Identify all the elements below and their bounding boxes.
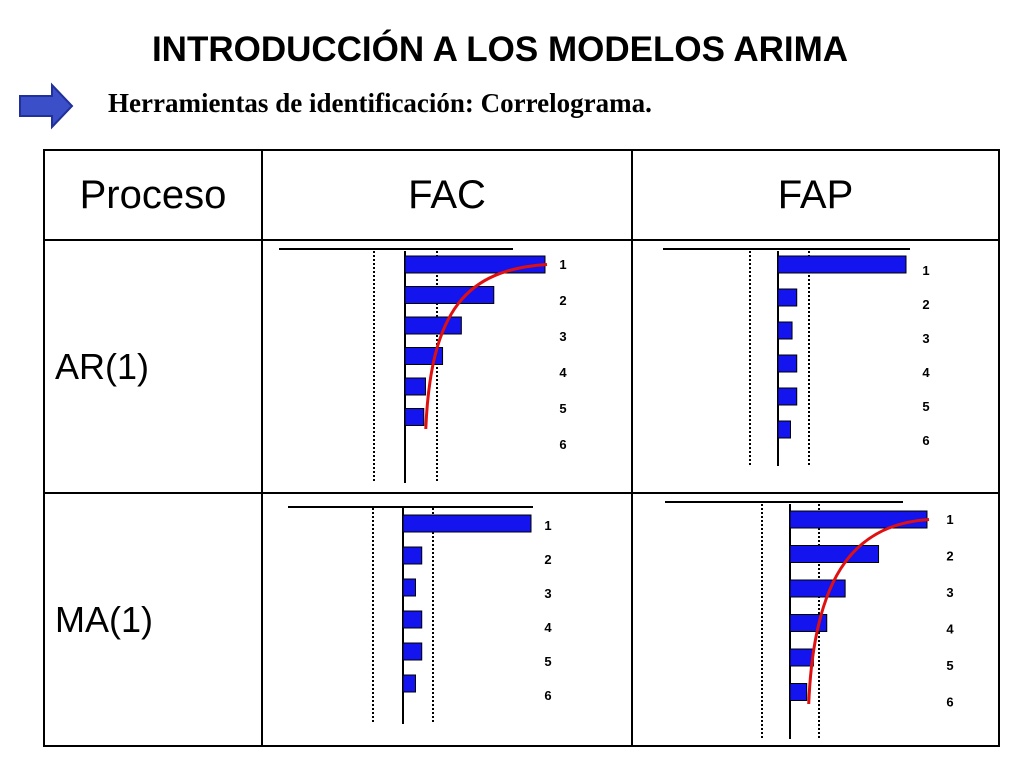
bar-lag-3 (777, 321, 793, 340)
bar-lag-4 (402, 610, 423, 629)
lag-label-6: 6 (946, 695, 953, 710)
lag-label-4: 4 (922, 365, 930, 380)
lag-label-5: 5 (544, 654, 551, 669)
bar-lag-3 (402, 578, 416, 597)
table-row-ma1: MA(1) 1 2 3 4 5 6 1 2 3 4 5 6 (43, 492, 1000, 747)
lag-label-4: 4 (946, 622, 954, 637)
bar-lag-1 (789, 510, 928, 529)
lag-label-2: 2 (922, 297, 929, 312)
bar-lag-6 (404, 408, 425, 426)
ar1-fap-correlogram: 1 2 3 4 5 6 (663, 248, 930, 466)
lag-label-2: 2 (559, 293, 566, 308)
ar1-fac-correlogram: 1 2 3 4 5 6 (279, 248, 567, 483)
cell-ma1-fac: 1 2 3 4 5 6 (261, 492, 633, 747)
process-label-ma1: MA(1) (43, 492, 263, 747)
lag-label-1: 1 (946, 512, 953, 527)
lag-label-5: 5 (946, 658, 953, 673)
lag-label-5: 5 (559, 401, 566, 416)
lag-label-6: 6 (559, 437, 566, 452)
lag-label-3: 3 (544, 586, 551, 601)
bar-lag-6 (777, 420, 791, 439)
page-subtitle: Herramientas de identificación: Correlog… (108, 88, 652, 118)
lag-label-1: 1 (544, 518, 551, 533)
cell-ar1-fac: 1 2 3 4 5 6 (261, 239, 633, 494)
bar-lag-5 (402, 642, 423, 661)
bar-lag-4 (777, 354, 798, 373)
lag-label-6: 6 (922, 433, 929, 448)
ma1-fap-correlogram: 1 2 3 4 5 6 (665, 501, 954, 739)
column-header-proceso: Proceso (43, 149, 263, 241)
bar-lag-2 (777, 288, 798, 307)
lag-label-3: 3 (946, 585, 953, 600)
ma1-fac-correlogram: 1 2 3 4 5 6 (288, 506, 552, 724)
right-arrow-icon (19, 82, 74, 130)
lag-label-4: 4 (544, 620, 552, 635)
lag-label-1: 1 (922, 263, 929, 278)
lag-label-2: 2 (946, 549, 953, 564)
process-label-ar1: AR(1) (43, 239, 263, 494)
bar-lag-2 (404, 286, 495, 304)
bar-lag-2 (789, 545, 880, 563)
bar-lag-6 (402, 674, 416, 693)
decay-curve (807, 518, 930, 705)
bar-lag-2 (402, 546, 423, 565)
lag-label-1: 1 (559, 257, 566, 272)
lag-label-6: 6 (544, 688, 551, 703)
bar-lag-3 (789, 579, 846, 598)
column-header-fac: FAC (261, 149, 633, 241)
lag-label-3: 3 (559, 329, 566, 344)
correlogram-table: Proceso FAC FAP AR(1) 1 2 3 4 5 6 1 2 3 4 5 6 MA(1… (43, 149, 1000, 747)
cell-ma1-fap: 1 2 3 4 5 6 (631, 492, 1000, 747)
bar-lag-6 (789, 683, 808, 701)
table-header-row: Proceso FAC FAP (43, 149, 1000, 241)
bar-lag-1 (777, 255, 907, 274)
bar-lag-1 (404, 255, 546, 274)
lag-label-4: 4 (559, 365, 567, 380)
lag-label-5: 5 (922, 399, 929, 414)
lag-label-3: 3 (922, 331, 929, 346)
bar-lag-5 (404, 377, 426, 396)
bar-lag-5 (789, 648, 814, 667)
column-header-fap: FAP (631, 149, 1000, 241)
lag-label-2: 2 (544, 552, 551, 567)
bar-lag-5 (777, 387, 798, 406)
table-row-ar1: AR(1) 1 2 3 4 5 6 1 2 3 4 5 6 (43, 239, 1000, 494)
cell-ar1-fap: 1 2 3 4 5 6 (631, 239, 1000, 494)
decay-curve (424, 263, 548, 430)
bar-lag-3 (404, 316, 462, 335)
page-title: INTRODUCCIÓN A LOS MODELOS ARIMA (151, 30, 849, 69)
bar-lag-1 (402, 514, 532, 533)
